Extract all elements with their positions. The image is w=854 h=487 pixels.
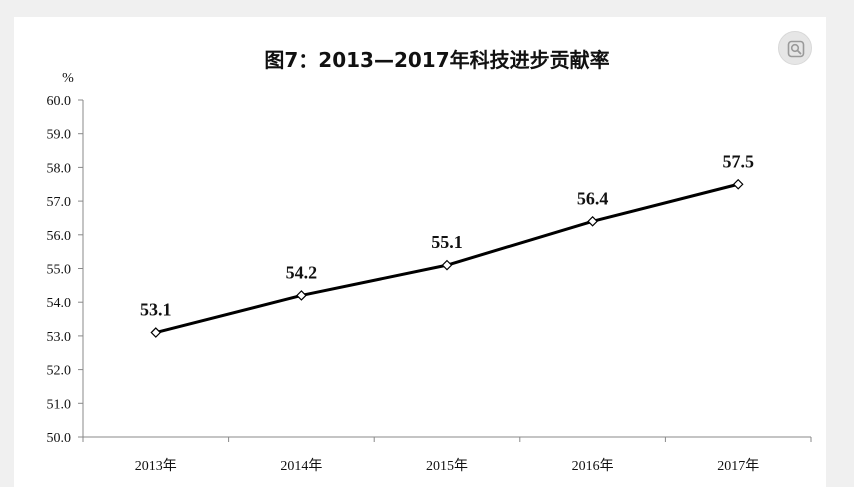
chart-title: 图7：2013—2017年科技进步贡献率	[264, 48, 609, 72]
y-tick-label: 55.0	[47, 263, 72, 278]
x-tick-label: 2013年	[135, 458, 177, 474]
y-tick-label: 54.0	[47, 296, 72, 311]
y-tick-label: 53.0	[47, 330, 72, 345]
y-tick-label: 56.0	[47, 229, 72, 244]
data-label: 56.4	[577, 188, 609, 208]
y-ticks: 50.0 51.0 52.0 53.0 54.0 55.0 56.0 57.0 58.0 59.0…	[47, 94, 83, 446]
chart-card	[14, 17, 826, 487]
image-search-icon	[787, 40, 805, 58]
y-tick-label: 50.0	[47, 431, 72, 446]
x-ticks: 2013年 2014年 2015年 2016年 2017年	[82, 437, 812, 474]
data-label: 55.1	[431, 232, 463, 252]
series-line	[155, 182, 739, 334]
image-search-button[interactable]	[778, 31, 812, 65]
data-label: 54.2	[286, 262, 318, 282]
data-point-marker	[296, 290, 307, 301]
data-point-marker	[441, 259, 453, 271]
y-axis-unit: %	[62, 71, 74, 86]
data-point-marker	[587, 215, 598, 227]
x-tick-label: 2016年	[572, 458, 614, 474]
data-labels: 53.1 54.2 55.1 56.4 57.5	[140, 151, 754, 319]
data-point-marker	[150, 327, 162, 338]
y-tick-label: 52.0	[47, 364, 72, 379]
x-tick-label: 2015年	[426, 458, 468, 474]
y-tick-label: 58.0	[47, 161, 72, 176]
data-label: 53.1	[140, 300, 172, 320]
y-tick-label: 51.0	[47, 397, 72, 412]
data-label: 57.5	[722, 151, 754, 171]
data-point-marker	[732, 178, 744, 190]
series-group	[150, 178, 744, 338]
y-tick-label: 57.0	[47, 195, 72, 210]
y-tick-label: 59.0	[47, 128, 72, 143]
y-tick-label: 60.0	[47, 94, 72, 109]
x-tick-label: 2014年	[280, 458, 322, 474]
x-tick-label: 2017年	[717, 458, 759, 474]
